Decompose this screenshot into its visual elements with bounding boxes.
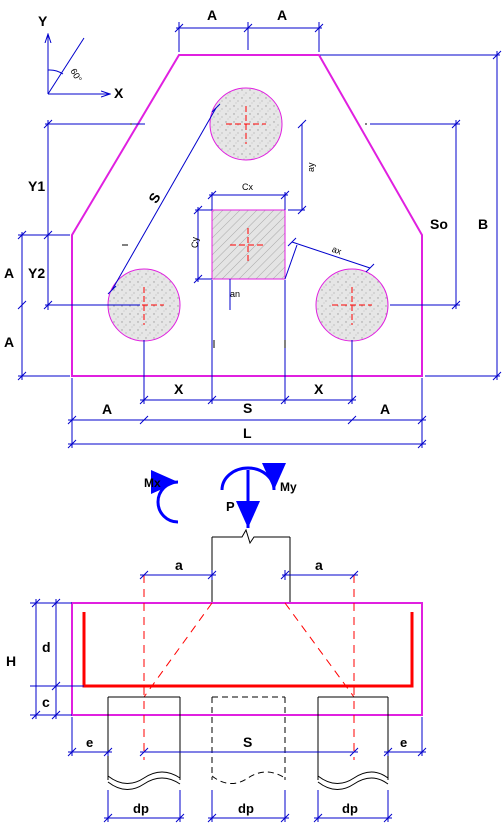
strut-lines [143, 575, 355, 760]
pile-right [317, 696, 389, 790]
center-marks [124, 106, 372, 325]
label-p: P [226, 499, 235, 514]
pile-center [211, 696, 286, 784]
dim-s-bottom: S [243, 400, 252, 416]
dim-d: d [42, 639, 51, 655]
moment-my-arrow [220, 462, 286, 491]
dim-y2: Y2 [28, 265, 45, 281]
dim-top-a-left: A [207, 7, 217, 23]
column-stub [211, 528, 291, 603]
dim-a-bottom-right: A [380, 401, 390, 417]
pile-cap-section [71, 602, 423, 716]
dim-x-right: X [314, 381, 324, 397]
plan-view: A A Y1 A Y2 A S Cx Cy ay ax an So B X S … [4, 7, 502, 449]
dim-a-left-upper: A [4, 265, 14, 281]
dim-l: L [243, 425, 252, 441]
dim-dp-right: dp [342, 801, 358, 816]
pile-left [107, 696, 181, 790]
dim-s-section: S [243, 734, 252, 750]
dim-c: c [42, 694, 50, 710]
label-my: My [280, 480, 297, 494]
dim-y1: Y1 [28, 178, 45, 194]
moment-mx-arrow [150, 470, 179, 524]
dim-ax: ax [331, 244, 344, 257]
dim-top-a-right: A [277, 7, 287, 23]
dim-e-left: e [86, 735, 93, 750]
label-mx: Mx [144, 476, 161, 490]
angle-label: 60° [68, 67, 84, 84]
dim-dp-left: dp [133, 801, 149, 816]
dim-dp-center: dp [238, 801, 254, 816]
dim-e-right: e [400, 735, 407, 750]
pile-cap-outline [71, 54, 423, 377]
rebar [82, 612, 414, 688]
dim-a-left-lower: A [4, 334, 14, 350]
dim-ay: ay [306, 162, 316, 172]
dim-cy: Cy [190, 237, 200, 248]
section-view: Mx My P [6, 462, 427, 823]
dim-cx: Cx [242, 182, 253, 192]
axis-x-label: X [114, 85, 124, 101]
dim-an: an [230, 289, 240, 299]
dim-x-left: X [174, 381, 184, 397]
dim-h: H [6, 653, 16, 669]
dim-s-diagonal: S [145, 190, 164, 206]
axes-indicator: Y X 60° [38, 13, 124, 101]
axis-y-label: Y [38, 13, 48, 29]
dim-a-section-right: a [315, 557, 323, 573]
dim-so: So [430, 216, 448, 232]
dim-a-bottom-left: A [102, 401, 112, 417]
dim-a-section-left: a [175, 557, 183, 573]
dim-b: B [478, 216, 488, 232]
